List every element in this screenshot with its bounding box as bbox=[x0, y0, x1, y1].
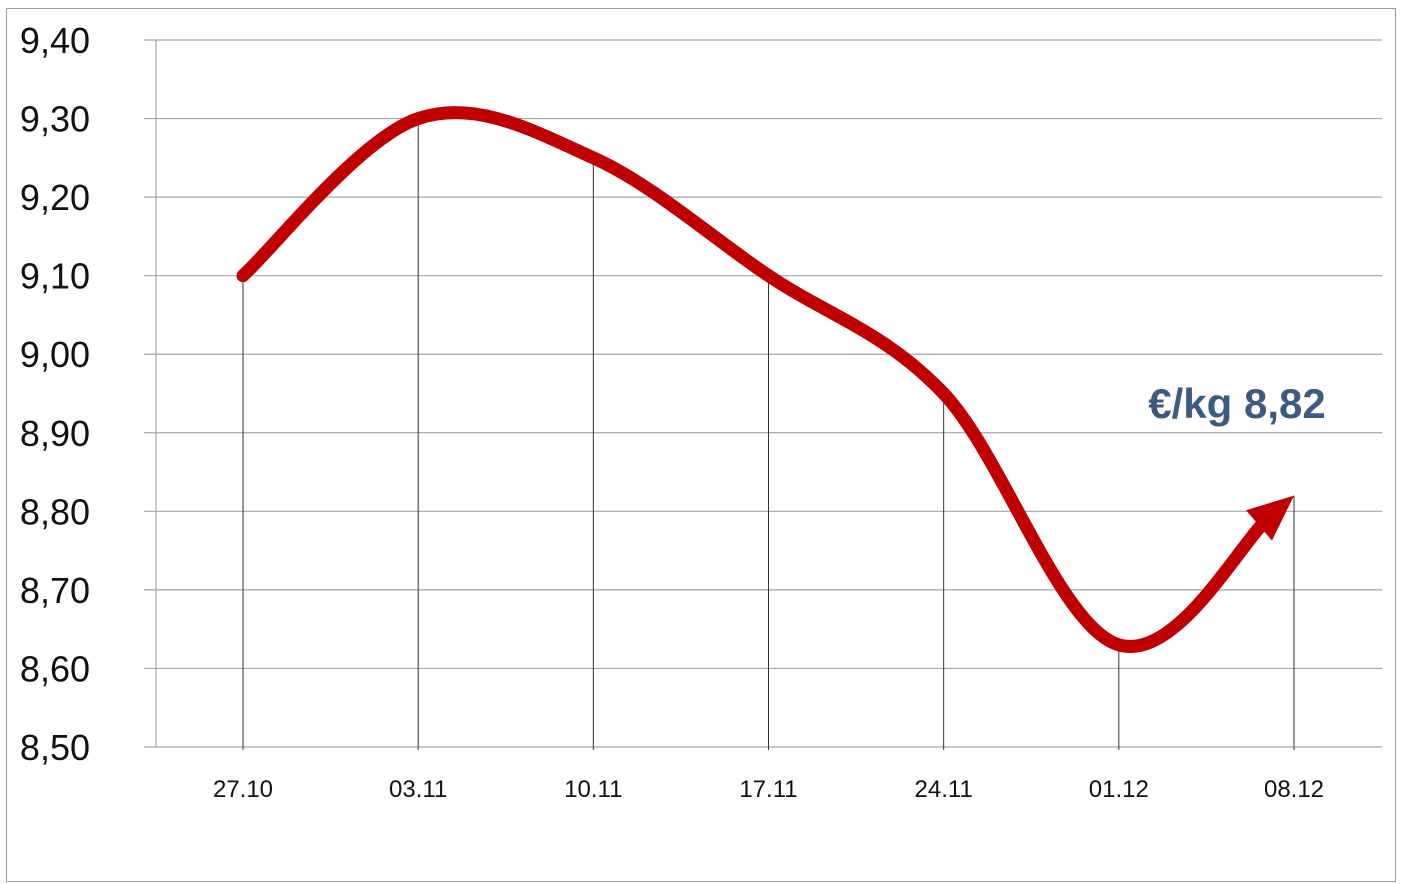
x-tick-label: 01.12 bbox=[1089, 776, 1149, 803]
y-tick-label: 9,20 bbox=[20, 177, 90, 218]
y-tick-label: 9,10 bbox=[20, 256, 90, 297]
y-tick-label: 8,60 bbox=[20, 648, 90, 689]
y-tick-label: 9,00 bbox=[20, 334, 90, 375]
drop-lines bbox=[242, 118, 1295, 750]
y-tick-label: 8,70 bbox=[20, 570, 90, 611]
series-line bbox=[236, 106, 1278, 653]
y-tick-label: 8,90 bbox=[20, 413, 90, 454]
x-axis-tick-labels: 27.10 03.11 10.11 17.11 24.11 01.12 08.12 bbox=[213, 776, 1324, 803]
y-tick-label: 9,30 bbox=[20, 99, 90, 140]
x-tick-label: 08.12 bbox=[1264, 776, 1324, 803]
x-tick-label: 27.10 bbox=[213, 776, 273, 803]
x-tick-label: 17.11 bbox=[739, 776, 797, 803]
x-tick-label: 24.11 bbox=[915, 776, 973, 803]
chart-frame bbox=[6, 8, 1396, 882]
y-tick-label: 9,40 bbox=[20, 20, 90, 61]
price-annotation: €/kg 8,82 bbox=[1148, 380, 1325, 427]
y-axis-tick-labels: 9,40 9,30 9,20 9,10 9,00 8,90 8,80 8,70 8,60 8,50 bbox=[20, 20, 90, 768]
x-tick-label: 03.11 bbox=[389, 776, 447, 803]
y-tick-label: 8,50 bbox=[20, 727, 90, 768]
series-layer bbox=[236, 106, 1294, 653]
y-tick-label: 8,80 bbox=[20, 491, 90, 532]
gridlines bbox=[144, 39, 1382, 748]
series-arrowhead bbox=[1246, 495, 1294, 541]
x-tick-label: 10.11 bbox=[564, 776, 622, 803]
